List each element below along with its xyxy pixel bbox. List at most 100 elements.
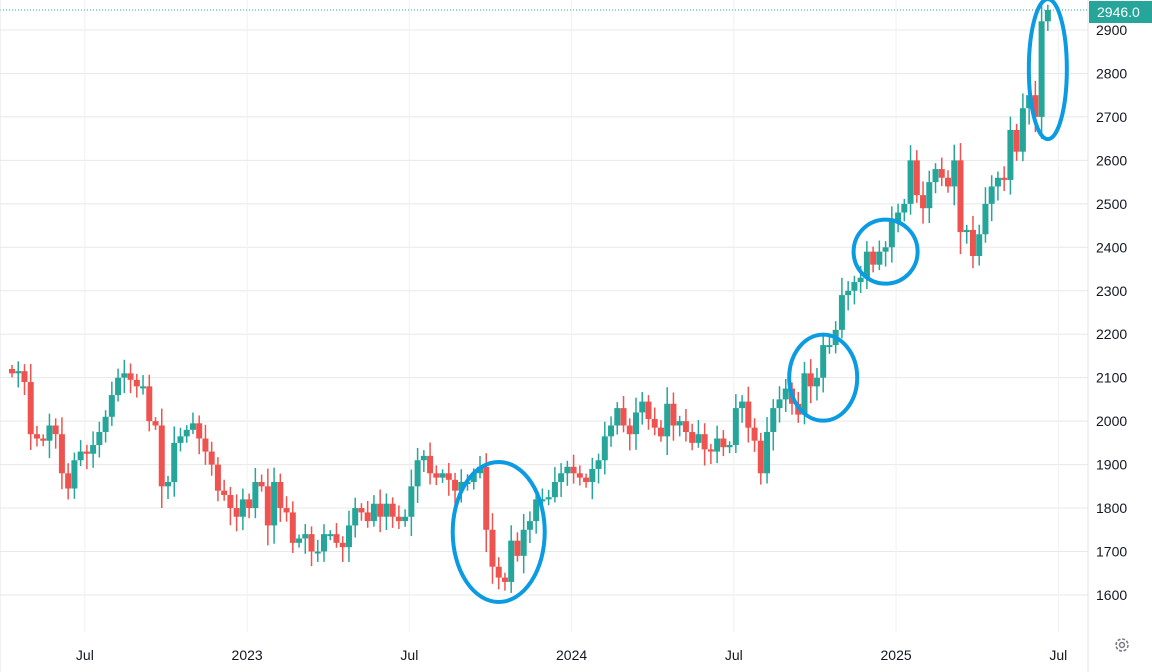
candle-body [383,503,390,517]
gear-icon[interactable] [1115,638,1129,652]
candle [845,281,852,311]
candle-body [246,499,253,509]
candle-body [252,481,259,509]
candle [321,524,327,562]
candle-body [96,432,103,446]
y-tick-label: 2700 [1096,109,1127,125]
candle-body [177,436,184,443]
candle-body [345,525,352,548]
candle [583,473,590,488]
candle-body [1038,21,1045,117]
candles [9,2,1051,593]
candle [252,467,259,519]
candle-body [882,247,889,252]
candle [339,536,346,563]
candle [389,497,396,528]
candle [177,427,184,452]
candle [402,509,409,527]
price-axis[interactable]: 1600 1700 1800 1900 2000 2100 2200 2300 2400 2500… [1096,22,1127,603]
candle [982,187,989,243]
candle [545,489,552,506]
candle [158,408,165,508]
candle [913,150,920,203]
candle-body [202,438,209,452]
candle [115,368,122,402]
candle-body [445,473,452,480]
candle [296,534,303,548]
candle-body [770,408,777,433]
candle [501,572,508,591]
candle [96,421,103,458]
candle [564,460,571,486]
candle-body [745,401,752,428]
candle-body [533,499,540,522]
candle [345,510,352,562]
candle [258,474,265,492]
candle [608,416,615,447]
candle [732,394,739,453]
candle-body [539,499,546,502]
candle-body [377,503,384,517]
candle-body [239,499,246,517]
candle-body [233,508,240,517]
candle-body [420,455,427,461]
candle-body [196,423,203,439]
y-tick-label: 2200 [1096,326,1127,342]
candle [757,432,764,485]
candle-body [1013,129,1020,152]
candle-body [71,460,78,489]
candle-body [714,438,721,452]
candle [377,489,384,533]
candle-body [33,434,40,439]
candle-body [333,534,340,543]
candle-body [214,464,221,491]
candle [271,467,278,544]
y-tick-label: 2000 [1096,413,1127,429]
candle [639,392,646,425]
candle [988,175,995,222]
candle [963,224,970,244]
last-price-badge: 2946.0 [1089,1,1152,23]
candle-body [108,395,115,417]
candle-body [614,408,621,426]
time-axis[interactable]: Jul 2023 Jul 2024 Jul 2025 Jul [76,647,1067,663]
candle-body [558,473,565,482]
candle [352,497,359,538]
candle [589,457,596,500]
candle [633,397,639,450]
candle [40,434,47,447]
candle-body [1007,129,1014,180]
candle-body [782,388,789,400]
candle-body [395,516,402,522]
y-tick-label: 2900 [1096,22,1127,38]
candle [289,501,296,553]
candle [46,413,53,459]
candle-body [77,451,84,461]
candle [526,511,533,544]
candle [938,157,945,187]
candle [152,417,159,430]
candle-body [152,421,159,426]
candle-body [327,534,334,537]
candle [489,513,496,584]
candle-body [483,466,490,530]
candle-body [458,481,465,491]
candle-body [845,290,852,296]
candle-body [146,386,153,422]
candle-body [926,182,933,209]
candle-body [408,486,415,517]
candle-body [876,251,883,265]
candle [302,524,309,554]
candle [264,468,271,546]
candle-body [801,373,808,415]
candle-body [40,438,47,441]
candle-body [121,373,128,378]
candle-body [895,212,902,222]
candle [77,440,84,467]
candle [570,454,577,484]
candle-body [208,451,215,465]
candle [395,505,402,530]
candle-body [826,345,833,348]
candle [1038,2,1045,139]
